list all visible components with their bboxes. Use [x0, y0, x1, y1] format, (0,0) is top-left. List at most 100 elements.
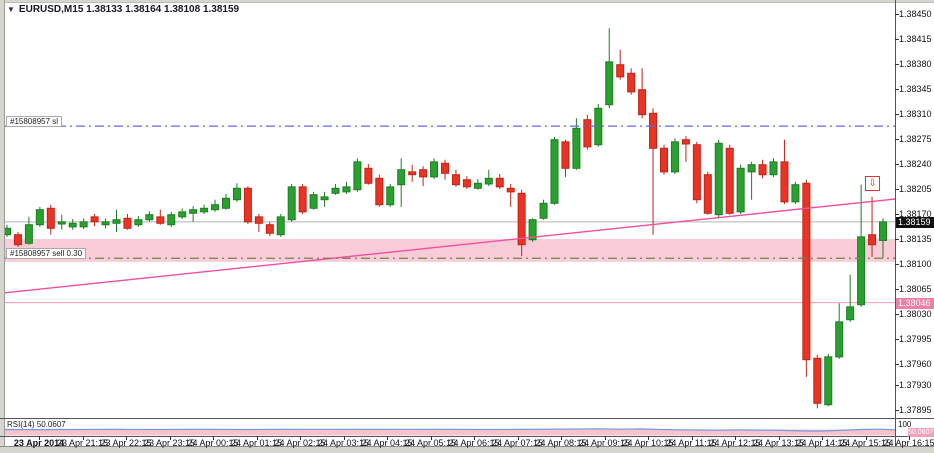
price-axis-tick [895, 385, 899, 387]
sell-order-line-label[interactable]: #15808957 sell 0.30 [6, 248, 87, 260]
time-axis-tick [213, 436, 214, 440]
candle-bear [441, 162, 449, 174]
time-axis-label: 24 Apr 16:15 [883, 438, 934, 448]
chart-title: ▼ EURUSD,M15 1.38133 1.38164 1.38108 1.38… [7, 4, 239, 15]
symbol-timeframe-label: EURUSD,M15 [18, 4, 84, 15]
price-axis-label: 1.37895 [899, 405, 932, 416]
time-axis-tick [126, 436, 127, 440]
chevron-down-icon[interactable]: ▼ [7, 5, 15, 14]
window-border-left [0, 0, 5, 452]
candle-bull [835, 321, 844, 358]
candle-bull [134, 219, 143, 226]
candle-bull [528, 219, 537, 241]
candle-bear [660, 147, 668, 173]
time-axis-label: 24 Apr 12:15 [709, 438, 761, 448]
candle-bear [375, 177, 384, 206]
candle-bull [769, 161, 778, 176]
rsi-indicator-label: RSI(14) 50.0607 [7, 420, 66, 429]
time-axis-tick [648, 436, 649, 440]
time-axis-tick [691, 436, 693, 440]
price-axis-label: 1.38030 [899, 309, 932, 319]
candle-bear [156, 216, 165, 224]
candle-bear [813, 357, 822, 404]
candle-bull [714, 142, 723, 216]
price-axis-label: 1.38240 [899, 159, 932, 169]
time-axis-tick [387, 436, 388, 440]
price-axis-tick [895, 214, 899, 215]
time-axis-label: 24 Apr 10:15 [622, 438, 674, 448]
candle-bull [484, 177, 493, 185]
time-axis-label: 23 Apr 2014 [13, 438, 65, 448]
price-axis-tick [895, 314, 899, 315]
candle-bear [780, 161, 789, 203]
candle-bear [758, 164, 767, 176]
current-price-badge: 1.38159 [896, 216, 934, 228]
candle-bear [649, 112, 658, 149]
trend-line [0, 198, 896, 294]
time-axis-tick [822, 436, 823, 440]
candle-bull [24, 224, 33, 244]
candle-bear [802, 182, 811, 361]
time-axis-tick [561, 436, 562, 440]
price-axis-label: 1.38065 [899, 284, 932, 294]
candle-bear [364, 167, 373, 184]
candle-bull [473, 182, 482, 189]
candle-bull [309, 194, 318, 209]
time-axis-tick [256, 436, 258, 440]
time-axis-label: 24 Apr 11:15 [666, 438, 717, 448]
candle-bull [550, 139, 559, 204]
time-axis-label: 24 Apr 13:15 [752, 438, 805, 448]
time-axis-label: 24 Apr 08:15 [535, 438, 587, 448]
candle-bear [627, 72, 636, 93]
candle-bull [824, 356, 833, 406]
price-axis-tick [895, 39, 899, 40]
price-axis-label: 1.38135 [899, 234, 932, 244]
candle-bull [670, 141, 679, 173]
price-axis-tick [895, 289, 899, 290]
price-axis-label: 1.38100 [899, 259, 932, 269]
time-axis-tick [300, 436, 301, 440]
time-axis-label: 24 Apr 14:15 [796, 438, 848, 448]
candle-bear [13, 234, 22, 246]
candle-bull [386, 186, 395, 206]
rsi-scale-label: 100 [898, 420, 912, 429]
time-axis-tick [517, 436, 519, 440]
price-axis-label: 1.38380 [899, 59, 932, 69]
candle-bull [35, 209, 44, 226]
candle-bull [791, 184, 800, 203]
candle-bear [90, 216, 99, 223]
time-axis-label: 24 Apr 00:15 [187, 438, 239, 448]
candle-bear [408, 171, 417, 176]
window-border-bottom [0, 446, 934, 453]
price-axis-tick [895, 114, 899, 115]
candle-bull [112, 219, 121, 224]
time-axis-label: 24 Apr 15:15 [839, 438, 892, 448]
pink-level-badge: 1.38046 [896, 297, 934, 309]
candle-bull [846, 306, 855, 321]
time-axis-tick [778, 436, 780, 440]
rsi-time-separator [0, 436, 934, 437]
price-axis-tick [895, 364, 899, 365]
pane-splitter[interactable] [0, 418, 934, 419]
price-axis-tick [895, 164, 899, 165]
ohlc-values: 1.38133 1.38164 1.38108 1.38159 [86, 4, 240, 15]
price-axis-label: 1.38170 [899, 209, 932, 219]
candle-bull [189, 209, 198, 214]
price-axis-label: 1.37995 [899, 334, 932, 344]
stop-loss-line-label[interactable]: #15808957 sl [6, 116, 63, 128]
candle-bear [243, 187, 252, 223]
candle-bull [167, 214, 176, 226]
candle-bear [298, 186, 307, 213]
price-axis-label: 1.38345 [899, 84, 932, 94]
time-axis-label: 24 Apr 01:15 [230, 438, 283, 448]
price-axis-tick [895, 339, 899, 340]
candle-bear [495, 177, 504, 188]
time-axis-tick [82, 436, 84, 440]
candle-bear [123, 217, 132, 229]
candle-bear [46, 207, 55, 229]
price-axis-label: 1.38450 [899, 9, 932, 19]
candle-bull [320, 196, 329, 201]
candle-bear [638, 89, 647, 116]
time-axis-label: 24 Apr 07:15 [491, 438, 544, 448]
